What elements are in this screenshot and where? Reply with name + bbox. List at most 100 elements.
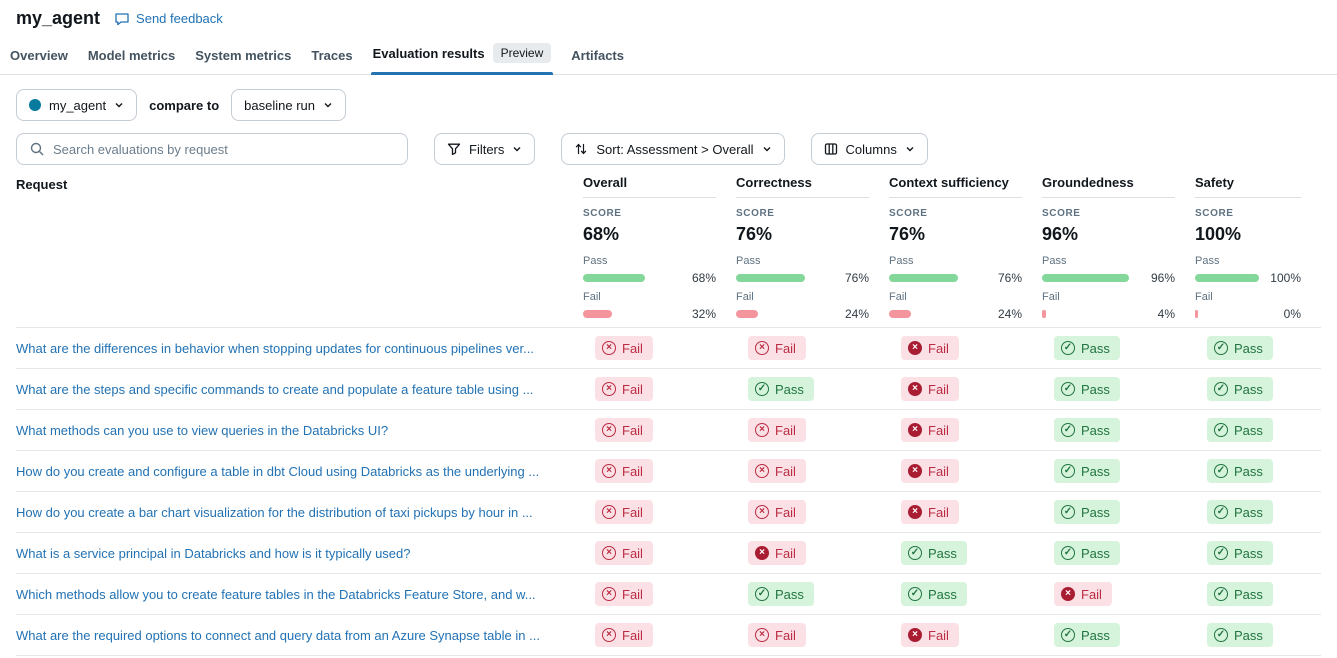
columns-button[interactable]: Columns	[810, 133, 928, 165]
fail-bar-row: 24%	[889, 307, 1022, 321]
tab-evaluation-results[interactable]: Evaluation results Preview	[363, 39, 562, 75]
pass-bar-row: 76%	[889, 271, 1022, 285]
badge-label: Pass	[928, 586, 957, 602]
pass-bar-row: 100%	[1195, 271, 1301, 285]
tab-artifacts[interactable]: Artifacts	[561, 44, 634, 74]
request-link[interactable]: How do you create a bar chart visualizat…	[16, 504, 533, 520]
request-link[interactable]: What is a service principal in Databrick…	[16, 545, 411, 561]
check-circle-icon: ✓	[908, 546, 922, 560]
fail-percent: 32%	[691, 307, 716, 321]
metric-header-safety: Safety SCORE 100% Pass 100% Fail 0%	[1195, 175, 1321, 327]
table-row[interactable]: Which methods allow you to create featur…	[16, 573, 1321, 614]
tab-traces[interactable]: Traces	[301, 44, 362, 74]
fail-bar-fill	[583, 310, 613, 318]
check-circle-icon: ✓	[755, 382, 769, 396]
assessment-cell: ✓ Pass	[1042, 541, 1195, 565]
check-circle-icon: ✓	[755, 587, 769, 601]
baseline-run-selector[interactable]: baseline run	[231, 89, 346, 121]
pass-badge: ✓ Pass	[1054, 459, 1120, 483]
assessment-cell: × Fail	[889, 623, 1042, 647]
assessment-cell: ✓ Pass	[1195, 500, 1321, 524]
tab-label: Evaluation results	[372, 45, 485, 61]
metric-header-correctness: Correctness SCORE 76% Pass 76% Fail 24%	[736, 175, 889, 327]
pass-badge: ✓ Pass	[901, 541, 967, 565]
pass-bar-track	[736, 274, 827, 282]
assessment-cell: × Fail	[889, 418, 1042, 442]
fail-badge: × Fail	[595, 418, 653, 442]
run-selector[interactable]: my_agent	[16, 89, 138, 121]
metric-divider	[1042, 197, 1175, 198]
request-link[interactable]: What are the differences in behavior whe…	[16, 340, 534, 356]
tab-bar: Overview Model metrics System metrics Trace…	[0, 39, 1337, 75]
table-row[interactable]: What methods can you use to view queries…	[16, 409, 1321, 450]
send-feedback-link[interactable]: Send feedback	[114, 11, 223, 27]
pass-percent: 76%	[844, 271, 869, 285]
check-circle-icon: ✓	[1061, 382, 1075, 396]
badge-label: Pass	[1234, 586, 1263, 602]
score-value: 96%	[1042, 224, 1079, 244]
badge-label: Fail	[622, 627, 643, 643]
request-link[interactable]: How do you create and configure a table …	[16, 463, 540, 479]
x-circle-icon: ×	[755, 505, 769, 519]
pass-badge: ✓ Pass	[1207, 418, 1273, 442]
table-row[interactable]: What is a service principal in Databrick…	[16, 532, 1321, 573]
x-circle-icon: ×	[602, 546, 616, 560]
table-row[interactable]: What are the required options to connect…	[16, 614, 1321, 655]
assessment-cell: ✓ Pass	[736, 582, 889, 606]
assessment-cell: ✓ Pass	[1195, 377, 1321, 401]
sort-label: Sort: Assessment > Overall	[596, 141, 754, 157]
fail-badge: × Fail	[901, 336, 959, 360]
request-link[interactable]: What are the steps and specific commands…	[16, 381, 534, 397]
tab-system-metrics[interactable]: System metrics	[185, 44, 301, 74]
assessment-cell: ✓ Pass	[1195, 541, 1321, 565]
assessment-cell: × Fail	[736, 500, 889, 524]
table-row[interactable]: How do you create a bar chart visualizat…	[16, 491, 1321, 532]
badge-label: Pass	[1234, 545, 1263, 561]
tab-label: Artifacts	[571, 48, 624, 63]
fail-badge: × Fail	[748, 541, 806, 565]
fail-stat: Fail 0%	[1195, 291, 1301, 321]
assessment-cell: × Fail	[889, 377, 1042, 401]
check-circle-icon: ✓	[1214, 587, 1228, 601]
request-column-header: Request	[16, 177, 68, 192]
score-label: SCORE	[583, 208, 622, 219]
request-link[interactable]: What are the required options to connect…	[16, 627, 540, 643]
pass-stat-label: Pass	[1042, 255, 1067, 267]
columns-label: Columns	[845, 141, 897, 157]
tab-label: Traces	[311, 48, 353, 63]
tab-model-metrics[interactable]: Model metrics	[78, 44, 185, 74]
run-color-dot	[29, 99, 41, 111]
fail-badge: × Fail	[901, 377, 959, 401]
search-input[interactable]	[53, 141, 395, 157]
table-row[interactable]: How do you create and configure a table …	[16, 450, 1321, 491]
x-circle-icon: ×	[755, 423, 769, 437]
assessment-cell: × Fail	[736, 541, 889, 565]
request-link[interactable]: What methods can you use to view queries…	[16, 422, 389, 438]
badge-label: Fail	[622, 340, 643, 356]
assessment-cell: × Fail	[1042, 582, 1195, 606]
table-row[interactable]: What are the steps and specific commands…	[16, 368, 1321, 409]
fail-stat: Fail 4%	[1042, 291, 1175, 321]
table-row[interactable]: What are the differences in behavior whe…	[16, 327, 1321, 368]
badge-label: Pass	[1234, 504, 1263, 520]
badge-label: Fail	[622, 545, 643, 561]
request-link[interactable]: Which methods allow you to create featur…	[16, 586, 536, 602]
fail-badge: × Fail	[748, 336, 806, 360]
fail-badge: × Fail	[1054, 582, 1112, 606]
badge-label: Fail	[928, 504, 949, 520]
pass-bar-row: 68%	[583, 271, 716, 285]
x-circle-icon: ×	[602, 423, 616, 437]
badge-label: Pass	[1081, 381, 1110, 397]
filters-button[interactable]: Filters	[434, 133, 536, 165]
assessment-cell: ✓ Pass	[1042, 418, 1195, 442]
sort-button[interactable]: Sort: Assessment > Overall	[561, 133, 785, 165]
x-circle-icon: ×	[755, 464, 769, 478]
pass-percent: 96%	[1150, 271, 1175, 285]
badge-label: Pass	[775, 586, 804, 602]
run-controls: my_agent compare to baseline run	[0, 89, 1337, 121]
assessment-cell: ✓ Pass	[1195, 418, 1321, 442]
tab-overview[interactable]: Overview	[0, 44, 78, 74]
assessment-cell: ✓ Pass	[1195, 582, 1321, 606]
assessment-cell: × Fail	[583, 582, 736, 606]
